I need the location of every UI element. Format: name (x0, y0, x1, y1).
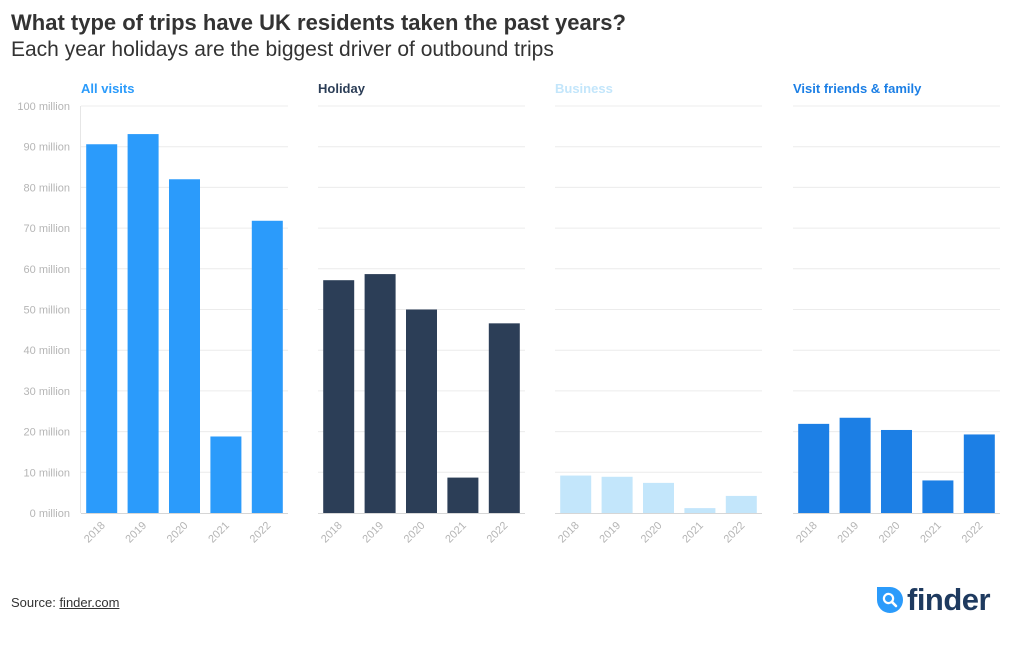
bar-visit-friends-family-2020 (881, 429, 912, 513)
y-tick-label: 70 million (24, 223, 70, 235)
y-tick-label: 20 million (24, 427, 70, 439)
bar-holiday-2018 (323, 280, 355, 513)
chart-title: What type of trips have UK residents tak… (11, 10, 626, 35)
bar-visit-friends-family-2019 (839, 417, 871, 513)
panel-title-all-visits: All visits (81, 81, 134, 96)
bar-all-visits-2019 (127, 134, 159, 513)
x-tick-label: 2021 (443, 520, 469, 546)
x-tick-label: 2020 (402, 520, 428, 546)
bar-all-visits-2022 (251, 220, 283, 514)
chart-subtitle: Each year holidays are the biggest drive… (11, 38, 554, 61)
panel-title-visit-friends-family: Visit friends & family (793, 81, 922, 96)
finder-search-icon (877, 587, 903, 613)
y-tick-label: 10 million (24, 467, 70, 479)
source-note: Source: finder.com (11, 595, 119, 610)
panel-title-holiday: Holiday (318, 81, 366, 96)
bar-business-2020 (643, 482, 674, 513)
source-link[interactable]: finder.com (59, 595, 120, 610)
small-multiples-chart: 0 million 10 million 20 million 30 million 4… (17, 81, 1000, 546)
x-tick-label: 2022 (960, 520, 986, 546)
x-tick-label: 2021 (206, 520, 232, 546)
x-tick-label: 2019 (360, 520, 386, 546)
x-tick-label: 2018 (319, 520, 345, 546)
bar-holiday-2019 (364, 274, 396, 513)
x-tick-label: 2022 (722, 520, 748, 546)
bar-holiday-2021 (447, 477, 479, 513)
x-tick-label: 2021 (918, 520, 944, 546)
bar-business-2021 (684, 508, 716, 513)
bar-all-visits-2020 (169, 179, 200, 513)
bar-visit-friends-family-2018 (798, 423, 830, 513)
bar-business-2018 (560, 475, 592, 513)
finder-logo: finder (876, 582, 991, 617)
x-tick-label: 2019 (597, 520, 623, 546)
x-tick-label: 2022 (485, 520, 511, 546)
bar-business-2022 (725, 495, 757, 513)
bar-all-visits-2021 (210, 436, 242, 513)
x-tick-label: 2018 (556, 520, 582, 546)
y-tick-label: 90 million (24, 142, 70, 154)
panel-title-business: Business (555, 81, 613, 96)
y-tick-label: 100 million (17, 101, 70, 113)
y-tick-label: 80 million (24, 182, 70, 194)
y-tick-label: 50 million (24, 305, 70, 317)
x-tick-label: 2019 (835, 520, 861, 546)
x-tick-label: 2021 (680, 520, 706, 546)
source-label: Source: (11, 595, 56, 610)
y-tick-label: 60 million (24, 264, 70, 276)
y-tick-label: 40 million (24, 345, 70, 357)
x-tick-label: 2020 (877, 520, 903, 546)
bar-holiday-2022 (488, 323, 520, 513)
x-tick-label: 2020 (639, 520, 665, 546)
x-tick-label: 2020 (165, 520, 191, 546)
bar-all-visits-2018 (86, 144, 118, 513)
bar-visit-friends-family-2022 (963, 434, 995, 513)
x-tick-label: 2018 (82, 520, 108, 546)
x-tick-label: 2019 (123, 520, 149, 546)
y-tick-label: 30 million (24, 386, 70, 398)
bar-business-2019 (601, 476, 633, 513)
y-tick-label: 0 million (30, 508, 70, 520)
bar-holiday-2020 (406, 309, 437, 513)
x-tick-label: 2018 (794, 520, 820, 546)
x-tick-label: 2022 (248, 520, 274, 546)
bar-visit-friends-family-2021 (922, 480, 954, 513)
logo-text: finder (907, 582, 991, 617)
